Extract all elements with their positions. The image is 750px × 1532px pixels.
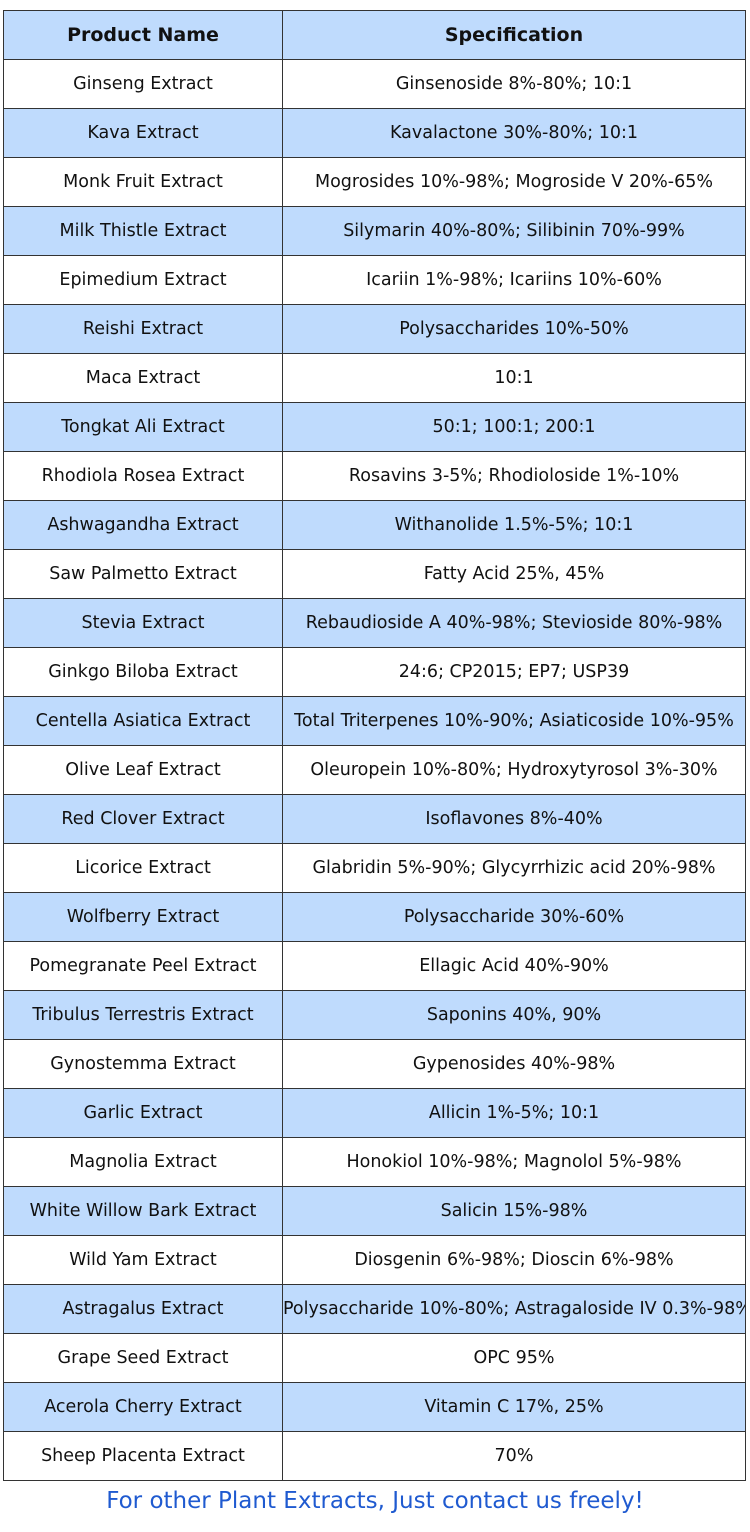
table-row: Maca Extract 10:1 — [3, 353, 746, 403]
specification: Glabridin 5%-90%; Glycyrrhizic acid 20%-… — [282, 843, 746, 893]
footer-note: For other Plant Extracts, Just contact u… — [106, 1488, 644, 1514]
table-row: Ginseng Extract Ginsenoside 8%-80%; 10:1 — [3, 59, 746, 109]
table-row: Magnolia Extract Honokiol 10%-98%; Magnol… — [3, 1137, 746, 1187]
product-name: Ginseng Extract — [3, 59, 283, 109]
product-name: Wild Yam Extract — [3, 1235, 283, 1285]
specification: Total Triterpenes 10%-90%; Asiaticoside … — [282, 696, 746, 746]
table-row: Pomegranate Peel Extract Ellagic Acid 40%… — [3, 941, 746, 991]
table-row: Sheep Placenta Extract 70% — [3, 1431, 746, 1481]
table-row: Rhodiola Rosea Extract Rosavins 3-5%; Rho… — [3, 451, 746, 501]
table-row: Red Clover Extract Isoflavones 8%-40% — [3, 794, 746, 844]
table-row: Epimedium Extract Icariin 1%-98%; Icariin… — [3, 255, 746, 305]
product-name: Garlic Extract — [3, 1088, 283, 1138]
table-row: Milk Thistle Extract Silymarin 40%-80%; S… — [3, 206, 746, 256]
specification: Rosavins 3-5%; Rhodioloside 1%-10% — [282, 451, 746, 501]
table-row: Grape Seed Extract OPC 95% — [3, 1333, 746, 1383]
product-name: Grape Seed Extract — [3, 1333, 283, 1383]
product-name: Magnolia Extract — [3, 1137, 283, 1187]
specification: Silymarin 40%-80%; Silibinin 70%-99% — [282, 206, 746, 256]
specification: Vitamin C 17%, 25% — [282, 1382, 746, 1432]
product-name: Stevia Extract — [3, 598, 283, 648]
header-cell: Specification — [282, 10, 746, 60]
product-name: Gynostemma Extract — [3, 1039, 283, 1089]
specification: Oleuropein 10%-80%; Hydroxytyrosol 3%-30… — [282, 745, 746, 795]
specification: 24:6; CP2015; EP7; USP39 — [282, 647, 746, 697]
product-name: Epimedium Extract — [3, 255, 283, 305]
specification: Ellagic Acid 40%-90% — [282, 941, 746, 991]
specification: 70% — [282, 1431, 746, 1481]
table-row: Olive Leaf Extract Oleuropein 10%-80%; Hy… — [3, 745, 746, 795]
table-row: Acerola Cherry Extract Vitamin C 17%, 25% — [3, 1382, 746, 1432]
product-name: Olive Leaf Extract — [3, 745, 283, 795]
product-name: Wolfberry Extract — [3, 892, 283, 942]
specification: Saponins 40%, 90% — [282, 990, 746, 1040]
product-name: Ginkgo Biloba Extract — [3, 647, 283, 697]
table-row: Stevia Extract Rebaudioside A 40%-98%; St… — [3, 598, 746, 648]
specification: Honokiol 10%-98%; Magnolol 5%-98% — [282, 1137, 746, 1187]
table-row: Tribulus Terrestris Extract Saponins 40%,… — [3, 990, 746, 1040]
header-cell: Product Name — [3, 10, 283, 60]
product-name: Centella Asiatica Extract — [3, 696, 283, 746]
product-name: Red Clover Extract — [3, 794, 283, 844]
product-name: Astragalus Extract — [3, 1284, 283, 1334]
product-name: Monk Fruit Extract — [3, 157, 283, 207]
table-row: Ashwagandha Extract Withanolide 1.5%-5%; … — [3, 500, 746, 550]
table-row: Gynostemma Extract Gypenosides 40%-98% — [3, 1039, 746, 1089]
specification: OPC 95% — [282, 1333, 746, 1383]
product-table: Product Name Specification Ginseng Extra… — [3, 10, 746, 1481]
specification: Gypenosides 40%-98% — [282, 1039, 746, 1089]
specification: Allicin 1%-5%; 10:1 — [282, 1088, 746, 1138]
product-name: Sheep Placenta Extract — [3, 1431, 283, 1481]
specification: Isoflavones 8%-40% — [282, 794, 746, 844]
specification: Withanolide 1.5%-5%; 10:1 — [282, 500, 746, 550]
product-name: White Willow Bark Extract — [3, 1186, 283, 1236]
product-name: Rhodiola Rosea Extract — [3, 451, 283, 501]
product-name: Tongkat Ali Extract — [3, 402, 283, 452]
specification: 10:1 — [282, 353, 746, 403]
table-row: Tongkat Ali Extract 50:1; 100:1; 200:1 — [3, 402, 746, 452]
product-name: Kava Extract — [3, 108, 283, 158]
table-row: Kava Extract Kavalactone 30%-80%; 10:1 — [3, 108, 746, 158]
specification: Fatty Acid 25%, 45% — [282, 549, 746, 599]
table-row: Ginkgo Biloba Extract 24:6; CP2015; EP7; … — [3, 647, 746, 697]
specification: Ginsenoside 8%-80%; 10:1 — [282, 59, 746, 109]
specification: Diosgenin 6%-98%; Dioscin 6%-98% — [282, 1235, 746, 1285]
table-row: Licorice Extract Glabridin 5%-90%; Glycyr… — [3, 843, 746, 893]
specification: Rebaudioside A 40%-98%; Stevioside 80%-9… — [282, 598, 746, 648]
table-row: Monk Fruit Extract Mogrosides 10%-98%; Mo… — [3, 157, 746, 207]
table-row: Astragalus Extract Polysaccharide 10%-80%… — [3, 1284, 746, 1334]
product-name: Acerola Cherry Extract — [3, 1382, 283, 1432]
specification: Mogrosides 10%-98%; Mogroside V 20%-65% — [282, 157, 746, 207]
table-row: Garlic Extract Allicin 1%-5%; 10:1 — [3, 1088, 746, 1138]
specification: Polysaccharide 30%-60% — [282, 892, 746, 942]
table-row: Wild Yam Extract Diosgenin 6%-98%; Diosci… — [3, 1235, 746, 1285]
specification: Icariin 1%-98%; Icariins 10%-60% — [282, 255, 746, 305]
table-row: Saw Palmetto Extract Fatty Acid 25%, 45% — [3, 549, 746, 599]
table-row: Wolfberry Extract Polysaccharide 30%-60% — [3, 892, 746, 942]
table-row: Reishi Extract Polysaccharides 10%-50% — [3, 304, 746, 354]
product-name: Tribulus Terrestris Extract — [3, 990, 283, 1040]
product-name: Maca Extract — [3, 353, 283, 403]
product-name: Ashwagandha Extract — [3, 500, 283, 550]
product-name: Pomegranate Peel Extract — [3, 941, 283, 991]
specification: Kavalactone 30%-80%; 10:1 — [282, 108, 746, 158]
product-name: Reishi Extract — [3, 304, 283, 354]
specification: Polysaccharide 10%-80%; Astragaloside IV… — [282, 1284, 746, 1334]
table-row: Centella Asiatica Extract Total Triterpen… — [3, 696, 746, 746]
product-name: Milk Thistle Extract — [3, 206, 283, 256]
product-name: Saw Palmetto Extract — [3, 549, 283, 599]
specification: Polysaccharides 10%-50% — [282, 304, 746, 354]
specification: 50:1; 100:1; 200:1 — [282, 402, 746, 452]
table-row: White Willow Bark Extract Salicin 15%-98% — [3, 1186, 746, 1236]
specification: Salicin 15%-98% — [282, 1186, 746, 1236]
product-name: Licorice Extract — [3, 843, 283, 893]
header-row: Product Name Specification — [3, 10, 746, 60]
